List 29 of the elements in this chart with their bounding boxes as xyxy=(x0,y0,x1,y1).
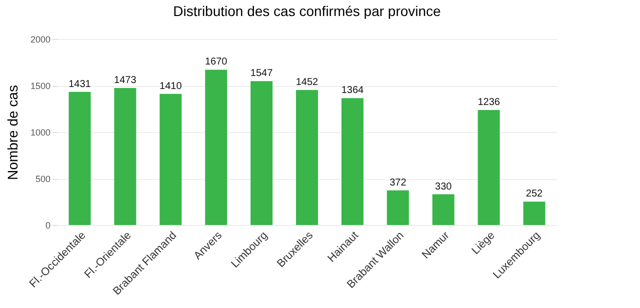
data-label: 1236 xyxy=(478,97,500,108)
data-label: 1410 xyxy=(160,80,182,92)
bar xyxy=(250,81,273,225)
bar xyxy=(68,92,91,225)
bar xyxy=(523,202,546,225)
y-tick-label: 0 xyxy=(45,220,50,230)
y-tick-label: 1500 xyxy=(30,81,50,91)
bar xyxy=(478,110,500,225)
data-label: 1473 xyxy=(114,75,137,86)
data-label: 1452 xyxy=(296,76,319,88)
data-label: 1364 xyxy=(341,85,364,96)
data-label: 372 xyxy=(390,177,407,188)
y-tick-label: 1000 xyxy=(30,128,50,138)
data-label: 1670 xyxy=(204,56,228,68)
bar xyxy=(341,98,364,225)
bar xyxy=(296,90,318,225)
bar xyxy=(114,88,136,225)
data-label: 252 xyxy=(526,188,544,200)
bar xyxy=(386,190,409,225)
y-tick-label: 500 xyxy=(35,174,50,184)
y-axis-title: Nombre de cas xyxy=(4,85,20,180)
bar xyxy=(160,94,182,225)
y-tick-label: 2000 xyxy=(30,34,50,44)
data-label: 1547 xyxy=(250,68,274,80)
chart-title: Distribution des cas confirmés par province xyxy=(173,3,442,19)
bar xyxy=(432,194,454,225)
data-label: 330 xyxy=(435,181,452,192)
bar xyxy=(205,70,228,225)
data-label: 1431 xyxy=(68,78,92,90)
